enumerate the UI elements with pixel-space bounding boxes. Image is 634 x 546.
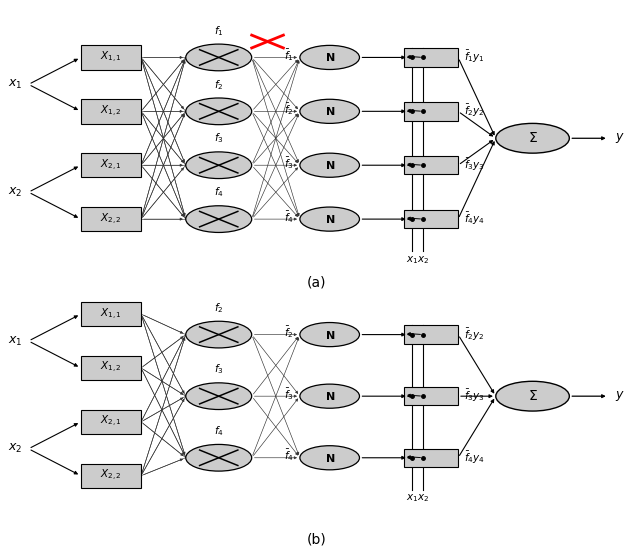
Circle shape	[186, 44, 252, 71]
Text: $f_2$: $f_2$	[214, 301, 223, 315]
Text: (b): (b)	[307, 532, 327, 546]
Text: $\bar{f}_1 y_1$: $\bar{f}_1 y_1$	[464, 49, 485, 66]
Text: $x_2$: $x_2$	[8, 186, 22, 199]
FancyBboxPatch shape	[81, 99, 141, 123]
Circle shape	[186, 383, 252, 410]
Text: $\bar{f}_2$: $\bar{f}_2$	[284, 324, 294, 340]
Text: $\mathbf{N}$: $\mathbf{N}$	[325, 329, 335, 341]
Text: $\bar{f}_2 y_2$: $\bar{f}_2 y_2$	[464, 103, 485, 120]
Text: $\bar{f}_3$: $\bar{f}_3$	[284, 155, 294, 170]
Text: $x_2$: $x_2$	[8, 442, 22, 455]
Text: $X_{1,2}$: $X_{1,2}$	[100, 360, 122, 376]
Text: $\bar{f}_2$: $\bar{f}_2$	[284, 101, 294, 117]
Text: $\bar{f}_2 y_2$: $\bar{f}_2 y_2$	[464, 327, 485, 343]
Circle shape	[186, 321, 252, 348]
Circle shape	[300, 45, 359, 69]
Text: $\Sigma$: $\Sigma$	[527, 389, 538, 403]
Text: $y$: $y$	[615, 131, 625, 145]
Text: $X_{2,2}$: $X_{2,2}$	[100, 211, 122, 227]
Text: $X_{1,1}$: $X_{1,1}$	[100, 50, 122, 65]
Text: $f_4$: $f_4$	[214, 186, 224, 199]
Text: $\mathbf{N}$: $\mathbf{N}$	[325, 159, 335, 171]
Text: $\Sigma$: $\Sigma$	[527, 131, 538, 145]
Text: $\mathbf{N}$: $\mathbf{N}$	[325, 390, 335, 402]
FancyBboxPatch shape	[81, 410, 141, 434]
Text: $f_3$: $f_3$	[214, 363, 224, 376]
Circle shape	[300, 446, 359, 470]
Text: $y$: $y$	[615, 389, 625, 403]
Circle shape	[496, 123, 569, 153]
FancyBboxPatch shape	[404, 102, 458, 121]
FancyBboxPatch shape	[404, 156, 458, 175]
Text: $\mathbf{N}$: $\mathbf{N}$	[325, 51, 335, 63]
FancyBboxPatch shape	[81, 302, 141, 327]
FancyBboxPatch shape	[81, 464, 141, 488]
Text: $\bar{f}_4 y_4$: $\bar{f}_4 y_4$	[464, 450, 486, 466]
Text: (a): (a)	[307, 276, 327, 290]
Text: $X_{2,1}$: $X_{2,1}$	[100, 158, 122, 173]
Circle shape	[300, 153, 359, 177]
FancyBboxPatch shape	[404, 48, 458, 67]
Text: $x_1$: $x_1$	[406, 254, 418, 266]
Text: $X_{2,2}$: $X_{2,2}$	[100, 468, 122, 483]
Text: $\bar{f}_3 y_3$: $\bar{f}_3 y_3$	[464, 157, 485, 173]
Circle shape	[300, 207, 359, 231]
Text: $x_2$: $x_2$	[417, 254, 429, 266]
Text: $\bar{f}_1$: $\bar{f}_1$	[284, 47, 294, 63]
Circle shape	[496, 381, 569, 411]
Text: $f_2$: $f_2$	[214, 78, 223, 92]
FancyBboxPatch shape	[404, 387, 458, 406]
FancyBboxPatch shape	[404, 325, 458, 344]
Text: $X_{1,1}$: $X_{1,1}$	[100, 306, 122, 322]
Text: $x_1$: $x_1$	[8, 78, 22, 91]
Text: $\mathbf{N}$: $\mathbf{N}$	[325, 105, 335, 117]
Circle shape	[186, 444, 252, 471]
FancyBboxPatch shape	[81, 45, 141, 70]
FancyBboxPatch shape	[81, 356, 141, 380]
FancyBboxPatch shape	[404, 448, 458, 467]
Text: $\bar{f}_3$: $\bar{f}_3$	[284, 385, 294, 401]
Circle shape	[186, 206, 252, 233]
Circle shape	[300, 384, 359, 408]
Circle shape	[300, 99, 359, 123]
Text: $\mathbf{N}$: $\mathbf{N}$	[325, 213, 335, 225]
Circle shape	[186, 152, 252, 179]
Circle shape	[186, 98, 252, 124]
Text: $X_{2,1}$: $X_{2,1}$	[100, 414, 122, 429]
Circle shape	[300, 323, 359, 347]
FancyBboxPatch shape	[81, 153, 141, 177]
Text: $x_2$: $x_2$	[417, 492, 429, 505]
Text: $\bar{f}_3 y_3$: $\bar{f}_3 y_3$	[464, 388, 485, 404]
Text: $\bar{f}_4$: $\bar{f}_4$	[283, 209, 294, 224]
Text: $\mathbf{N}$: $\mathbf{N}$	[325, 452, 335, 464]
Text: $f_1$: $f_1$	[214, 24, 224, 38]
FancyBboxPatch shape	[404, 210, 458, 228]
Text: $\bar{f}_4$: $\bar{f}_4$	[283, 447, 294, 463]
Text: $x_1$: $x_1$	[406, 492, 418, 505]
FancyBboxPatch shape	[81, 207, 141, 232]
Text: $\bar{f}_4 y_4$: $\bar{f}_4 y_4$	[464, 211, 486, 227]
Text: $x_1$: $x_1$	[8, 335, 22, 348]
Text: $f_3$: $f_3$	[214, 132, 224, 145]
Text: $f_4$: $f_4$	[214, 424, 224, 438]
Text: $X_{1,2}$: $X_{1,2}$	[100, 104, 122, 119]
